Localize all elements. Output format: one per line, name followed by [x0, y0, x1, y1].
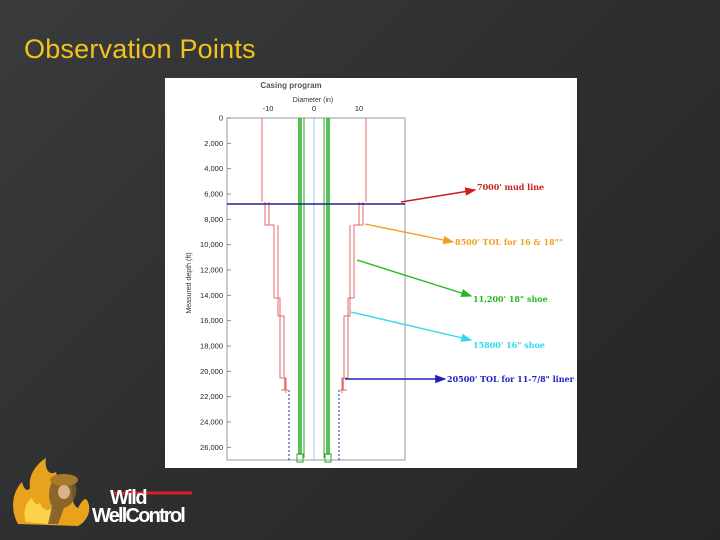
annotations: 7000' mud line 8500' TOL for 16 & 18"" 1…	[345, 182, 575, 384]
flame-icon	[13, 458, 90, 526]
green-tubing	[303, 118, 325, 458]
y-tick-label: 16,000	[200, 316, 223, 325]
y-tick-label: 26,000	[200, 443, 223, 452]
y-tick-label: 14,000	[200, 291, 223, 300]
chart-title: Casing program	[260, 81, 321, 90]
annotation-arrow-18-shoe	[356, 259, 473, 298]
annotation-mudline: 7000' mud line	[477, 182, 544, 192]
red-intermediate-casing	[268, 202, 360, 378]
conductor-casing	[261, 118, 367, 202]
x-tick-label: 10	[355, 104, 363, 113]
y-tick-label: 10,000	[200, 240, 223, 249]
x-tick-label: 0	[312, 104, 316, 113]
x-axis-label: Diameter (in)	[293, 97, 333, 104]
y-tick-label: 24,000	[200, 418, 223, 427]
logo-text-line2: WellControl	[92, 505, 185, 527]
x-tick-label: -10	[263, 104, 274, 113]
open-hole-dashed	[288, 390, 340, 462]
casing-program-chart: Casing program Diameter (in) Measured de…	[186, 81, 575, 463]
annotation-liner-tol: 20500' TOL for 11-7/8" liner	[447, 374, 575, 384]
annotation-arrow-mudline	[400, 187, 477, 203]
y-tick-label: 20,000	[200, 367, 223, 376]
annotation-tol-16-18: 8500' TOL for 16 & 18""	[455, 237, 563, 247]
green-shoes	[296, 453, 332, 463]
annotation-arrow-tol-16-18	[364, 223, 455, 245]
y-tick-label: 6,000	[204, 190, 223, 199]
red-liner-top	[284, 378, 344, 390]
plot-area	[226, 117, 406, 461]
y-tick-label: 12,000	[200, 266, 223, 275]
y-tick-label: 22,000	[200, 392, 223, 401]
x-tick-labels: -10 0 10	[263, 104, 364, 113]
slide-title: Observation Points	[24, 34, 256, 64]
annotation-arrow-16-shoe	[350, 311, 473, 342]
logo-graphic: Wild WellControl	[13, 458, 192, 527]
logo-text-line1: Wild	[110, 487, 146, 509]
annotation-16-shoe: 15800' 16" shoe	[473, 340, 545, 350]
y-tick-label: 18,000	[200, 342, 223, 351]
y-axis-label: Measured depth (ft)	[186, 252, 193, 313]
company-logo: Wild WellControl	[8, 452, 198, 532]
y-tick-label: 0	[219, 114, 223, 123]
annotation-18-shoe: 11,200' 18" shoe	[473, 294, 548, 304]
casing-program-figure: Casing program Diameter (in) Measured de…	[165, 78, 577, 468]
casing-strings	[227, 118, 405, 463]
y-tick-labels: 0 2,000 4,000 6,000 8,000 10,000 12,000 14,000 1…	[200, 114, 231, 452]
y-tick-label: 2,000	[204, 139, 223, 148]
y-tick-label: 4,000	[204, 164, 223, 173]
y-tick-label: 8,000	[204, 215, 223, 224]
